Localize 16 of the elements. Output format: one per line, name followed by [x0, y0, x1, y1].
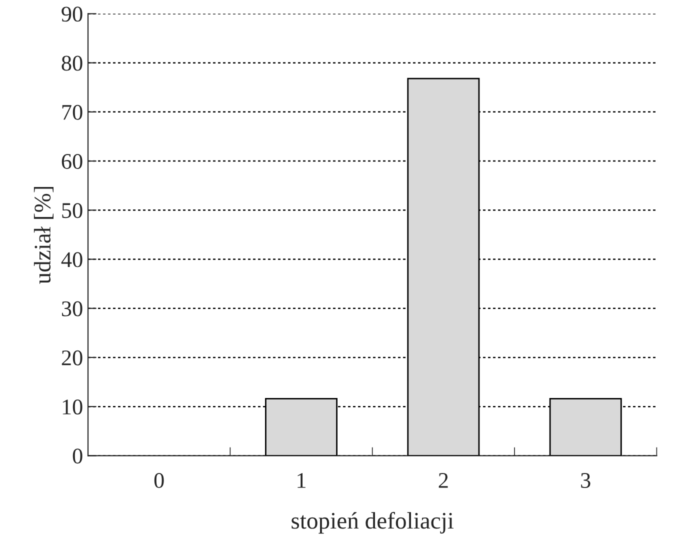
x-tick-label: 1 [298, 473, 306, 488]
y-tick-label: 30 [62, 301, 82, 316]
x-tick-label: 3 [581, 473, 590, 488]
y-tick-label: 20 [62, 350, 82, 366]
y-tick-label: 10 [62, 399, 82, 414]
x-axis-title: stopień defoliacji [292, 512, 454, 534]
y-tick-label: 80 [62, 56, 82, 71]
x-tick-label: 0 [154, 472, 164, 488]
y-tick-label: 70 [62, 104, 82, 120]
y-tick-label: 60 [62, 154, 82, 169]
y-tick-label: 40 [61, 252, 82, 268]
y-tick-label: 0 [72, 448, 82, 464]
y-tick-label: 90 [62, 6, 82, 22]
x-tick-label: 2 [438, 473, 448, 488]
y-axis-title: udział [%] [34, 186, 54, 284]
y-tick-label: 50 [62, 203, 82, 218]
